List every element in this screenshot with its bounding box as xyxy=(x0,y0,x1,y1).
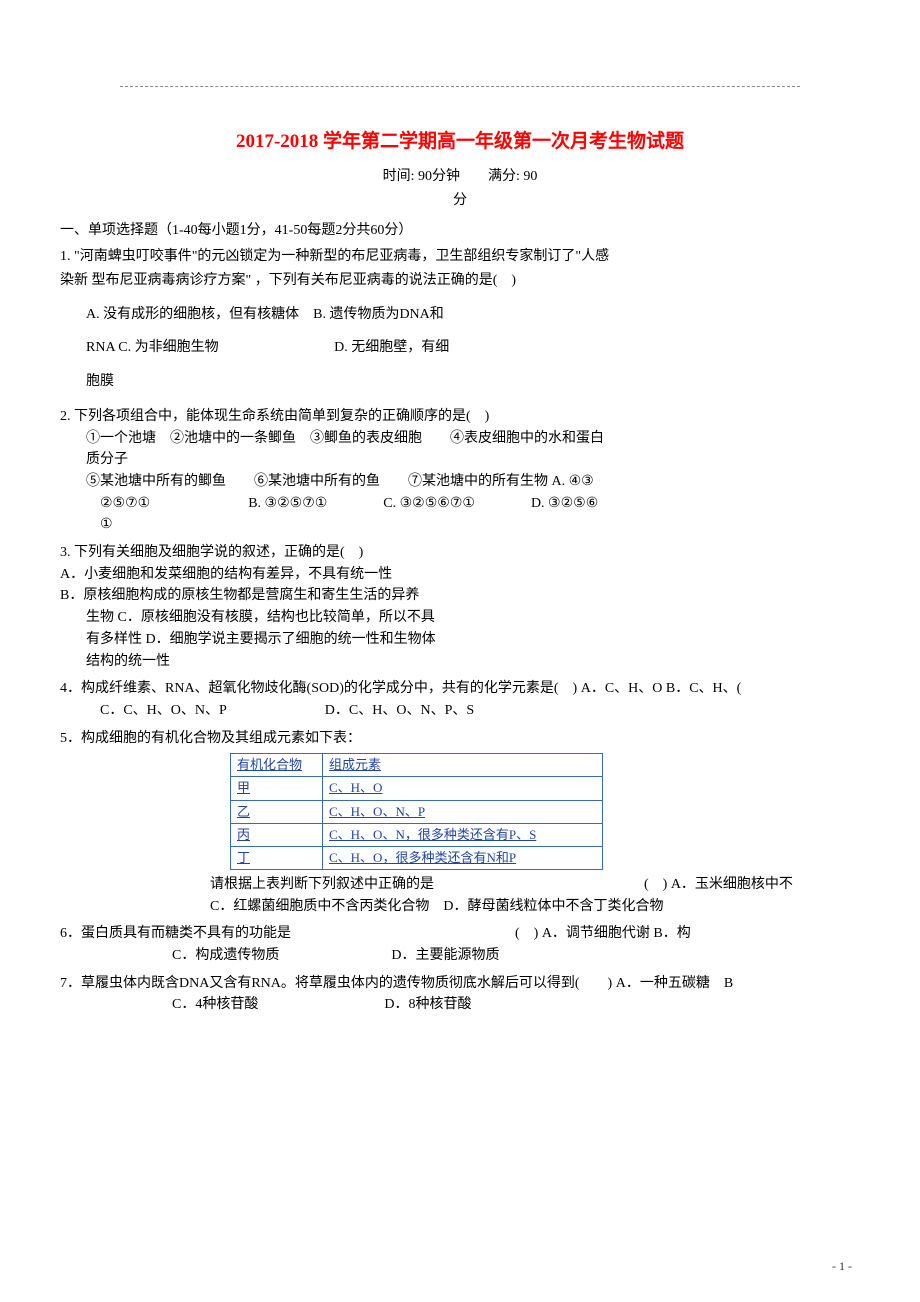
question-7: 7．草履虫体内既含DNA又含有RNA。将草履虫体内的遗传物质彻底水解后可以得到(… xyxy=(60,973,860,1016)
q1-opt-line2: RNA C. 为非细胞生物 D. 无细胞壁，有细 xyxy=(60,336,860,360)
cell: 丁 xyxy=(231,846,323,869)
q2-line3b: ① xyxy=(60,514,860,536)
question-5: 5．构成细胞的有机化合物及其组成元素如下表： 有机化合物 组成元素 甲 C、H、… xyxy=(60,728,860,918)
table-header-col1: 有机化合物 xyxy=(231,754,323,777)
q6-opts: C．构成遗传物质 D．主要能源物质 xyxy=(60,945,860,967)
cell: C、H、O、N、P xyxy=(323,800,603,823)
q5-below1: 请根据上表判断下列叙述中正确的是 ( ) A．玉米细胞核中不 xyxy=(60,874,860,896)
cell: C、H、O、N，很多种类还含有P、S xyxy=(323,823,603,846)
q1-opt-line3: 胞膜 xyxy=(60,370,860,394)
table-row: 丁 C、H、O，很多种类还含有N和P xyxy=(231,846,603,869)
q2-line2: ⑤某池塘中所有的鲫鱼 ⑥某池塘中所有的鱼 ⑦某池塘中的所有生物 A. ④③ xyxy=(60,471,860,493)
cell: C、H、O xyxy=(323,777,603,800)
exam-meta-sub: 分 xyxy=(60,189,860,209)
table-header-col2: 组成元素 xyxy=(323,754,603,777)
question-3: 3. 下列有关细胞及细胞学说的叙述，正确的是( ) A．小麦细胞和发菜细胞的结构… xyxy=(60,542,860,672)
table-row: 甲 C、H、O xyxy=(231,777,603,800)
q5-stem: 5．构成细胞的有机化合物及其组成元素如下表： xyxy=(60,728,860,750)
q2-stem: 2. 下列各项组合中，能体现生命系统由简单到复杂的正确顺序的是( ) xyxy=(60,406,860,428)
q3-stem: 3. 下列有关细胞及细胞学说的叙述，正确的是( ) xyxy=(60,542,860,564)
table-row: 乙 C、H、O、N、P xyxy=(231,800,603,823)
cell: 甲 xyxy=(231,777,323,800)
table-row: 有机化合物 组成元素 xyxy=(231,754,603,777)
q7-opts: C．4种核苷酸 D．8种核苷酸 xyxy=(60,994,860,1016)
cell: C、H、O，很多种类还含有N和P xyxy=(323,846,603,869)
q3-b3: 有多样性 D．细胞学说主要揭示了细胞的统一性和生物体 xyxy=(60,629,860,651)
q2-line3: ②⑤⑦① B. ③②⑤⑦① C. ③②⑤⑥⑦① D. ③②⑤⑥ xyxy=(60,493,860,515)
page-number: - 1 - xyxy=(832,1259,852,1274)
q2-line1b: 质分子 xyxy=(60,449,860,471)
q3-b2: 生物 C．原核细胞没有核膜，结构也比较简单，所以不具 xyxy=(60,607,860,629)
question-6: 6．蛋白质具有而糖类不具有的功能是 ( ) A．调节细胞代谢 B．构 C．构成遗… xyxy=(60,923,860,966)
q3-a: A．小麦细胞和发菜细胞的结构有差异，不具有统一性 xyxy=(60,564,860,586)
q4-stem: 4．构成纤维素、RNA、超氧化物歧化酶(SOD)的化学成分中，共有的化学元素是(… xyxy=(60,678,860,700)
q3-b: B．原核细胞构成的原核生物都是营腐生和寄生生活的异养 xyxy=(60,585,860,607)
top-divider xyxy=(120,86,800,87)
q3-b4: 结构的统一性 xyxy=(60,651,860,673)
q1-stem-line1: 1. "河南蜱虫叮咬事件"的元凶锁定为一种新型的布尼亚病毒，卫生部组织专家制订了… xyxy=(60,245,860,269)
exam-meta: 时间: 90分钟 满分: 90 xyxy=(60,165,860,185)
q7-stem: 7．草履虫体内既含DNA又含有RNA。将草履虫体内的遗传物质彻底水解后可以得到(… xyxy=(60,973,860,995)
table-row: 丙 C、H、O、N，很多种类还含有P、S xyxy=(231,823,603,846)
question-4: 4．构成纤维素、RNA、超氧化物歧化酶(SOD)的化学成分中，共有的化学元素是(… xyxy=(60,678,860,721)
q5-below2: C．红螺菌细胞质中不含丙类化合物 D．酵母菌线粒体中不含丁类化合物 xyxy=(60,896,860,918)
cell: 乙 xyxy=(231,800,323,823)
q4-opts: C．C、H、O、N、P D．C、H、O、N、P、S xyxy=(60,700,860,722)
q1-opt-line1: A. 没有成形的细胞核，但有核糖体 B. 遗传物质为DNA和 xyxy=(60,303,860,327)
section-1-header: 一、单项选择题（1-40每小题1分，41-50每题2分共60分） xyxy=(60,219,860,239)
question-2: 2. 下列各项组合中，能体现生命系统由简单到复杂的正确顺序的是( ) ①一个池塘… xyxy=(60,406,860,536)
cell: 丙 xyxy=(231,823,323,846)
q2-line1: ①一个池塘 ②池塘中的一条鲫鱼 ③鲫鱼的表皮细胞 ④表皮细胞中的水和蛋白 xyxy=(60,428,860,450)
q1-stem-line2: 染新 型布尼亚病毒病诊疗方案" ，下列有关布尼亚病毒的说法正确的是( ) xyxy=(60,269,860,293)
q6-stem: 6．蛋白质具有而糖类不具有的功能是 ( ) A．调节细胞代谢 B．构 xyxy=(60,923,860,945)
exam-title: 2017-2018 学年第二学期高一年级第一次月考生物试题 xyxy=(60,126,860,153)
q5-table: 有机化合物 组成元素 甲 C、H、O 乙 C、H、O、N、P 丙 C、H、O、N… xyxy=(230,753,603,870)
question-1: 1. "河南蜱虫叮咬事件"的元凶锁定为一种新型的布尼亚病毒，卫生部组织专家制订了… xyxy=(60,245,860,394)
